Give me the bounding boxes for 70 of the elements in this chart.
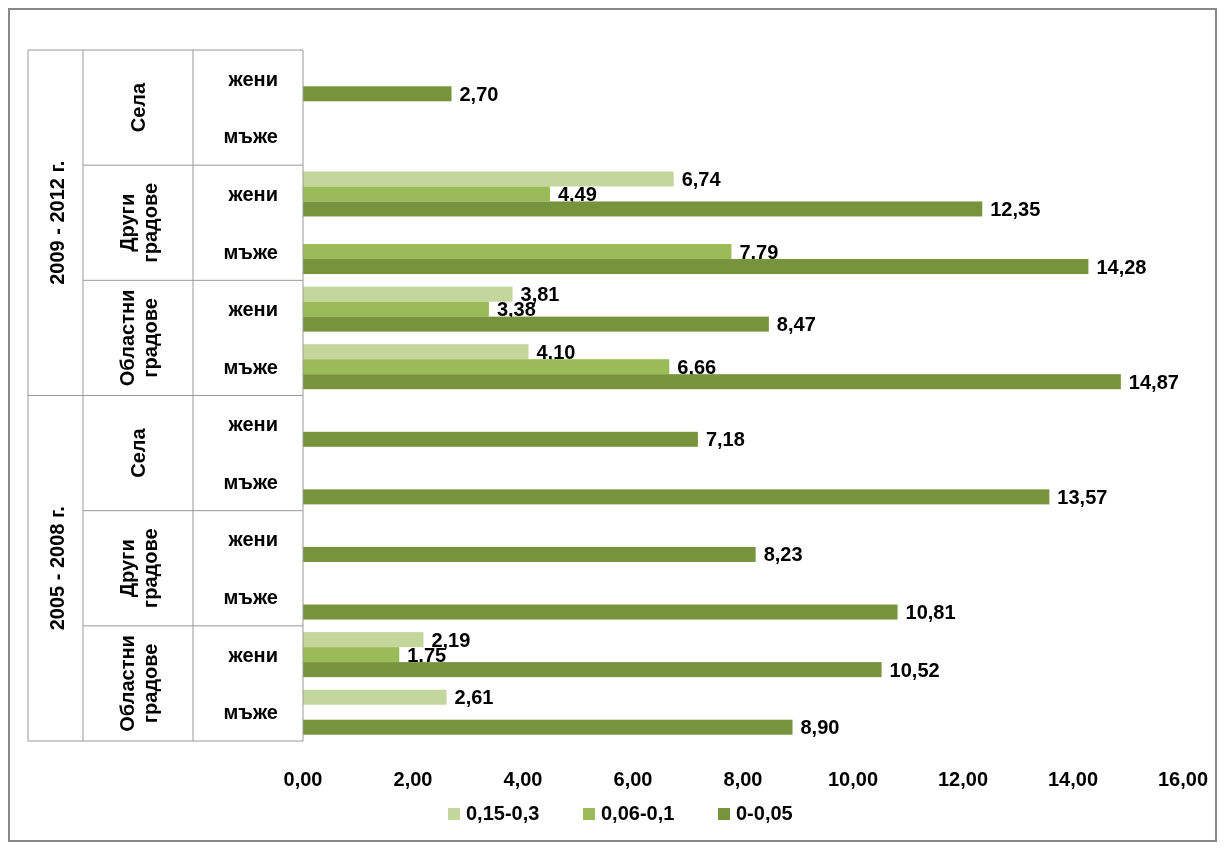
- text: Села: [127, 427, 149, 478]
- bar: [303, 431, 698, 447]
- bar: [303, 86, 452, 102]
- x-tick-label: 6,00: [613, 768, 653, 790]
- y-tick-label: жени: [227, 67, 278, 90]
- text: Села: [127, 82, 149, 133]
- bar: [303, 186, 550, 202]
- bar: [303, 201, 983, 217]
- y-tick-label: мъже: [223, 355, 278, 378]
- y-tick-label: мъже: [223, 586, 278, 609]
- data-label: 14,28: [1096, 255, 1147, 278]
- y-tick-label: жени: [227, 413, 278, 436]
- y-tick-label: жени: [227, 298, 278, 321]
- text: Други градове: [115, 528, 161, 609]
- text: Други градове: [115, 182, 161, 263]
- data-label: 7,18: [705, 428, 745, 451]
- text: 2009 - 2012 г.: [45, 160, 68, 285]
- data-label: 8,23: [763, 543, 803, 566]
- bar: [303, 604, 898, 620]
- x-tick-label: 2,00: [393, 768, 433, 790]
- y-tick-label: мъже: [223, 125, 278, 148]
- bar: [303, 719, 793, 735]
- bar: [303, 689, 447, 705]
- data-label: 13,57: [1057, 485, 1108, 508]
- bar: [303, 244, 732, 260]
- bar: [303, 316, 769, 332]
- bar: [303, 171, 674, 187]
- text: 2005 - 2008 г.: [45, 506, 68, 631]
- x-tick-label: 10,00: [827, 768, 879, 790]
- bar: [303, 301, 489, 317]
- bar: [303, 359, 670, 375]
- data-label: 8,47: [776, 313, 816, 336]
- y-tick-label: жени: [227, 182, 278, 205]
- legend-label: 0,06-0,1: [601, 802, 675, 824]
- x-tick-label: 16,00: [1157, 768, 1209, 790]
- x-tick-label: 12,00: [937, 768, 989, 790]
- legend-label: 0,15-0,3: [466, 802, 540, 824]
- data-label: 2,70: [459, 82, 499, 105]
- data-label: 2,61: [454, 686, 494, 709]
- y-tick-label: мъже: [223, 470, 278, 493]
- data-label: 12,35: [990, 197, 1041, 220]
- data-label: 10,81: [905, 601, 956, 624]
- bar: [303, 374, 1121, 390]
- data-label: 14,87: [1128, 370, 1179, 393]
- y-tick-label: жени: [227, 528, 278, 551]
- data-label: 7,79: [739, 240, 779, 263]
- x-tick-label: 4,00: [503, 768, 543, 790]
- data-label: 8,90: [800, 716, 840, 739]
- bar: [303, 632, 424, 648]
- data-label: 6,66: [677, 355, 717, 378]
- data-label: 4,49: [557, 182, 597, 205]
- text: Областни градове: [115, 635, 161, 732]
- y-tick-label: мъже: [223, 240, 278, 263]
- bar: [303, 286, 513, 302]
- y-tick-label: мъже: [223, 701, 278, 724]
- data-label: 4,10: [536, 340, 576, 363]
- data-label: 10,52: [889, 658, 940, 681]
- bar: [303, 259, 1089, 275]
- x-tick-label: 14,00: [1047, 768, 1099, 790]
- bar: [303, 489, 1050, 505]
- bar: [303, 344, 529, 360]
- bar: [303, 662, 882, 678]
- bar: [303, 647, 400, 663]
- x-tick-label: 0,00: [283, 768, 323, 790]
- legend-label: 0-0,05: [736, 802, 793, 824]
- y-tick-label: жени: [227, 643, 278, 666]
- x-tick-label: 8,00: [723, 768, 763, 790]
- bar: [303, 546, 756, 562]
- text: Областни градове: [115, 289, 161, 387]
- data-label: 6,74: [681, 167, 722, 190]
